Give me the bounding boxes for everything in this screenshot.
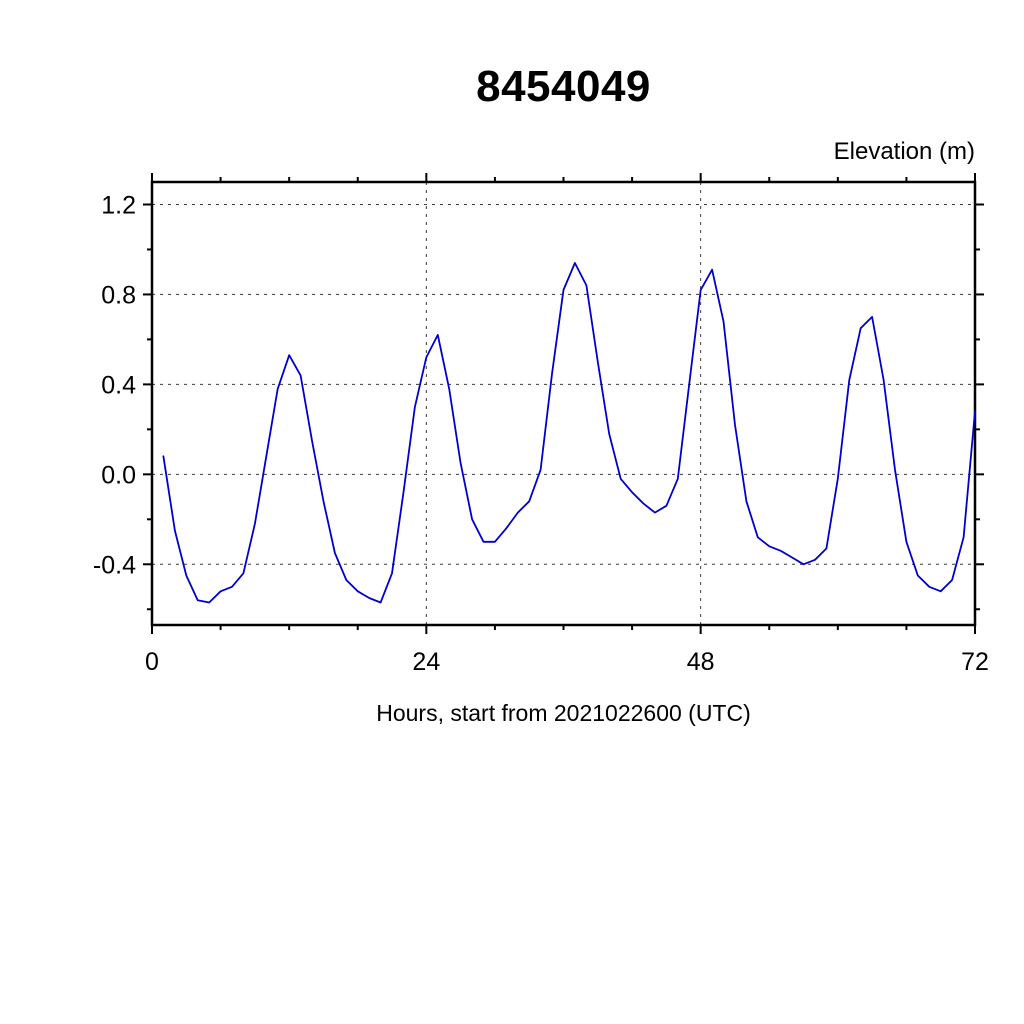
- x-tick-label: 48: [687, 648, 715, 676]
- elevation-series-line: [162, 262, 976, 604]
- y-tick-label: 1.2: [101, 191, 136, 219]
- x-tick-label: 0: [145, 648, 159, 676]
- y-tick-label: -0.4: [93, 551, 136, 579]
- y-tick-label: 0.8: [101, 281, 136, 309]
- x-tick-label: 72: [961, 648, 989, 676]
- y-tick-label: 0.0: [101, 461, 136, 489]
- y-axis-unit-label: Elevation (m): [833, 138, 975, 165]
- chart-title: 8454049: [476, 62, 651, 111]
- x-tick-label: 24: [412, 648, 440, 676]
- y-tick-label: 0.4: [101, 371, 136, 399]
- x-axis-title: Hours, start from 2021022600 (UTC): [376, 700, 751, 726]
